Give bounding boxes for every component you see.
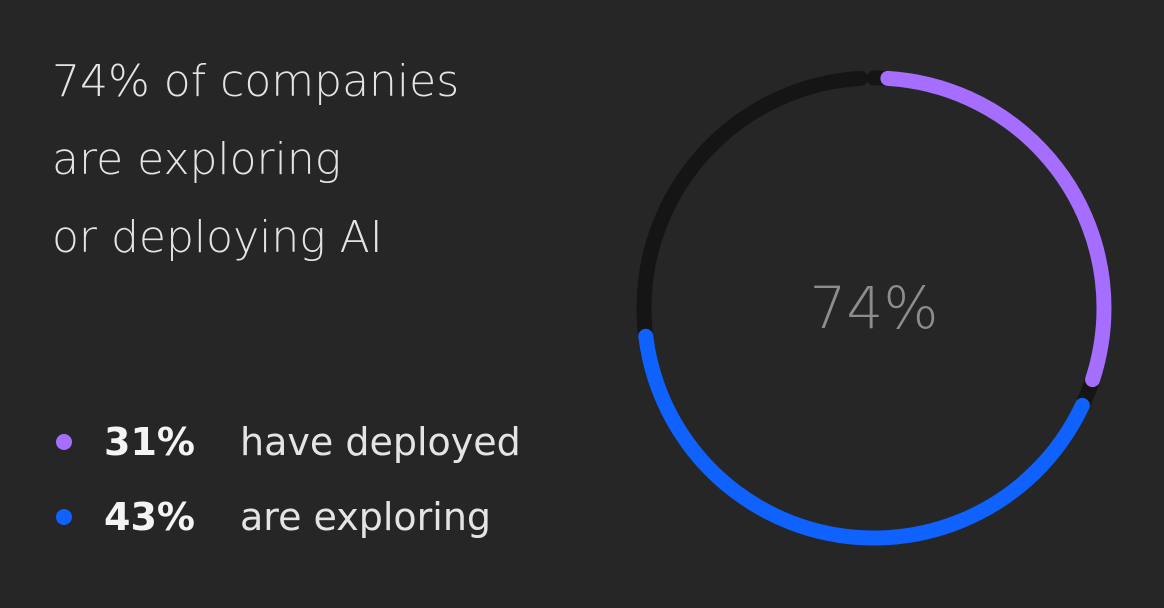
legend-label: are exploring — [240, 495, 491, 539]
donut-segment — [636, 70, 1112, 546]
donut-segment — [636, 70, 1112, 546]
title-line: or deploying AI — [52, 212, 383, 263]
legend-value: 43% — [104, 495, 195, 539]
legend-label: have deployed — [240, 420, 521, 464]
legend-dot — [56, 509, 72, 525]
title-line: 74% of companies — [52, 56, 459, 107]
legend-value: 31% — [104, 420, 195, 464]
center-label: 74% — [810, 274, 939, 342]
title-line: are exploring — [52, 134, 341, 185]
legend-dot — [56, 434, 72, 450]
